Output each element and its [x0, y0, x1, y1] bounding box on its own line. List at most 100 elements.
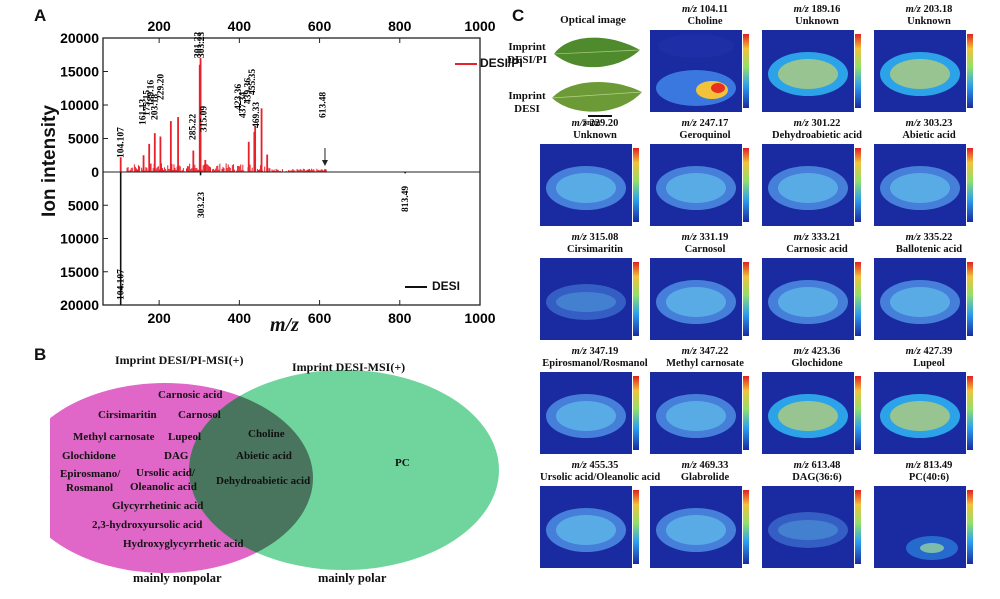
ion-mz-label: m/z 104.11 — [681, 4, 729, 15]
ion-compound-name: Unknown — [795, 16, 839, 27]
y-tick: 10000 — [60, 97, 99, 113]
ion-image — [762, 144, 861, 226]
peak-annotation: 161.13 — [138, 99, 148, 125]
ion-mz-label: m/z 331.19 — [681, 232, 729, 243]
ion-mz-label: m/z 203.18 — [905, 4, 953, 15]
ion-compound-name: Ursolic acid/Oleanolic acid — [540, 472, 661, 483]
ion-mz-label: m/z 813.49 — [905, 460, 953, 471]
ion-image — [650, 144, 749, 226]
peak-annotation: 315.09 — [200, 106, 210, 132]
venn-item: Glochidone — [62, 450, 116, 462]
peak-annotation: 104.107 — [117, 127, 127, 158]
x-tick-bottom: 400 — [228, 310, 252, 326]
legend-swatch-top — [455, 62, 477, 65]
y-tick: 5000 — [68, 131, 99, 147]
peak-annotation: 203.18 — [151, 94, 161, 120]
peak-annotation: 437.34 — [239, 92, 249, 118]
leaf-icon — [552, 81, 642, 112]
peak-annotation-bottom: 104.107 — [117, 269, 127, 300]
y-tick: 10000 — [60, 231, 99, 247]
ion-compound-name: Lupeol — [913, 358, 945, 369]
legend-bottom-label: DESI — [432, 279, 461, 293]
ion-image-cell: m/z 455.35 Ursolic acid/Oleanolic acid — [540, 460, 661, 572]
ion-image-cell: m/z 331.19 Carnosol — [650, 232, 760, 344]
venn-overlap — [189, 383, 313, 570]
ion-image-cell: m/z 301.22 Dehydroabietic acid — [762, 118, 872, 230]
peak-annotation: 303.23 — [197, 32, 207, 58]
ion-compound-name: Glabrolide — [680, 472, 730, 483]
y-tick: 15000 — [60, 264, 99, 280]
y-axis-label: Ion intensity — [39, 105, 60, 217]
venn-shared-item: Choline — [248, 428, 285, 440]
legend-top-label: DESI/PI — [480, 56, 523, 70]
ion-image — [874, 486, 973, 568]
y-tick: 20000 — [60, 30, 99, 46]
peak-annotation: 469.33 — [252, 102, 262, 128]
venn-right-caption: mainly polar — [318, 571, 387, 585]
ion-image — [650, 30, 749, 112]
ion-mz-label: m/z 315.08 — [571, 232, 619, 243]
ion-image — [874, 372, 973, 454]
ion-compound-name: Epirosmanol/Rosmanol — [542, 358, 648, 369]
ion-image-cell: m/z 613.48 DAG(36:6) — [762, 460, 872, 572]
venn-item: Oleanolic acid — [130, 481, 197, 493]
ion-mz-label: m/z 247.17 — [681, 118, 729, 129]
x-tick-top: 400 — [228, 18, 252, 34]
ion-mz-label: m/z 333.21 — [793, 232, 841, 243]
peak-annotation: 285.22 — [188, 114, 198, 140]
legend-bottom: DESI — [405, 279, 460, 293]
ion-image — [874, 258, 973, 340]
peak-annotation: 189.16 — [146, 80, 156, 106]
ion-compound-name: Dehydroabietic acid — [772, 130, 862, 141]
venn-item: Rosmanol — [66, 482, 114, 494]
y-tick: 5000 — [68, 197, 99, 213]
ion-image-cell: m/z 335.22 Ballotenic acid — [874, 232, 984, 344]
ion-image — [874, 144, 973, 226]
legend-swatch-bottom — [405, 285, 427, 288]
ion-compound-name: Ballotenic acid — [895, 244, 963, 255]
ion-image-cell: m/z 469.33 Glabrolide — [650, 460, 760, 572]
ion-image-cell: m/z 303.23 Abietic acid — [874, 118, 984, 230]
venn-item: Hydroxyglycyrrhetic acid — [123, 538, 244, 550]
ion-image — [650, 486, 749, 568]
ion-image — [650, 258, 749, 340]
peak-annotation: 229.20 — [156, 74, 166, 100]
peak-annotation: 455.35 — [248, 69, 258, 95]
ion-compound-name: Abietic acid — [902, 130, 956, 141]
ion-image-cell: m/z 203.18 Unknown — [874, 4, 984, 116]
venn-item: Ursolic acid/ — [136, 467, 195, 479]
ion-image — [762, 372, 861, 454]
venn-item: 2,3-hydroxyursolic acid — [92, 519, 203, 531]
venn-diagram — [50, 370, 499, 573]
venn-item: Lupeol — [168, 431, 202, 443]
ion-image-cell: m/z 347.19 Epirosmanol/Rosmanol — [540, 346, 650, 458]
ion-mz-label: m/z 335.22 — [905, 232, 953, 243]
peak-annotation: 439.36 — [243, 78, 253, 104]
ion-compound-name: Carnosic acid — [786, 244, 848, 255]
x-tick-bottom: 1000 — [464, 310, 495, 326]
x-tick-top: 800 — [388, 18, 412, 34]
ion-mz-label: m/z 427.39 — [905, 346, 953, 357]
x-tick-bottom: 600 — [308, 310, 332, 326]
x-tick-bottom: 800 — [388, 310, 412, 326]
leaf-icon — [554, 37, 640, 68]
peak-annotation-bottom: 813.49 — [401, 186, 411, 212]
panel-label-b: B — [34, 345, 47, 364]
ion-image — [762, 30, 861, 112]
scale-bar-label: 5mm — [583, 118, 601, 127]
ion-image — [540, 258, 639, 340]
ion-compound-name: DAG(36:6) — [792, 472, 842, 483]
venn-item: Carnosic acid — [158, 389, 223, 401]
ion-compound-name: Choline — [687, 16, 723, 27]
venn-left-title: Imprint DESI/PI-MSI(+) — [115, 353, 244, 367]
ion-image — [540, 486, 639, 568]
venn-right-item: PC — [395, 457, 410, 469]
peak-annotation: 613.48 — [318, 92, 328, 118]
ion-image-cell: m/z 427.39 Lupeol — [874, 346, 984, 458]
venn-item: DAG — [164, 450, 189, 462]
ion-image — [540, 372, 639, 454]
optical-leaves — [551, 37, 643, 117]
ion-mz-label: m/z 229.20 — [571, 118, 619, 129]
y-tick: 15000 — [60, 64, 99, 80]
ion-compound-name: Unknown — [573, 130, 617, 141]
